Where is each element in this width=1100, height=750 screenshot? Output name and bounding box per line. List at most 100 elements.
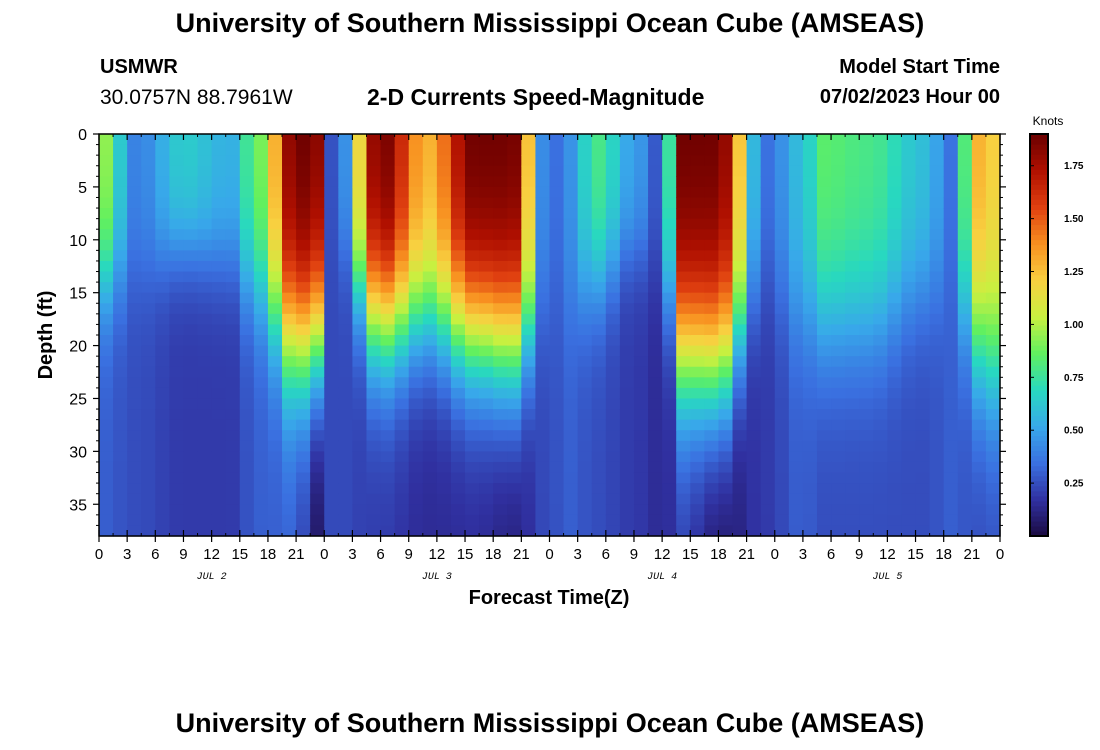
heatmap-cell (239, 387, 255, 400)
heatmap-cell (831, 419, 846, 431)
heatmap-cell (704, 440, 720, 452)
heatmap-cell (465, 493, 480, 505)
heatmap-cell (155, 165, 170, 177)
colorbar-swatch (1030, 455, 1048, 462)
heatmap-cell (493, 419, 508, 431)
heatmap-cell (732, 525, 748, 537)
heatmap-cell (873, 366, 888, 378)
heatmap-cell (155, 282, 170, 294)
heatmap-cell (127, 186, 142, 199)
heatmap-cell (662, 409, 677, 421)
heatmap-cell (971, 186, 987, 199)
heatmap-cell (267, 313, 283, 326)
heatmap-cell (408, 451, 424, 463)
heatmap-cell (760, 430, 776, 442)
heatmap-cell (845, 303, 860, 315)
heatmap-cell (901, 525, 917, 537)
heatmap-cell (887, 419, 903, 431)
heatmap-cell (746, 186, 762, 199)
heatmap-cell (704, 504, 720, 516)
colorbar-swatch (1030, 335, 1048, 341)
heatmap-cell (493, 366, 508, 378)
heatmap-cell (845, 282, 860, 294)
heatmap-cell (479, 398, 494, 410)
heatmap-cell (211, 303, 227, 315)
heatmap-cell (239, 472, 255, 484)
heatmap-cell (465, 271, 480, 283)
heatmap-cell (704, 229, 720, 241)
heatmap-cell (901, 229, 917, 241)
heatmap-cell (788, 398, 804, 410)
heatmap-cell (436, 514, 452, 527)
heatmap-cell (408, 377, 424, 389)
heatmap-cell (648, 229, 663, 241)
heatmap-cell (816, 419, 832, 431)
heatmap-cell (633, 144, 649, 156)
heatmap-cell (704, 483, 720, 495)
heatmap-cell (282, 229, 297, 241)
heatmap-cell (253, 387, 269, 400)
heatmap-cell (633, 472, 649, 484)
heatmap-cell (549, 398, 565, 410)
heatmap-cell (183, 218, 199, 230)
heatmap-cell (985, 218, 1001, 230)
heatmap-cell (535, 387, 551, 400)
heatmap-cell (366, 271, 382, 283)
heatmap-cell (521, 398, 537, 410)
heatmap-cell (380, 430, 396, 442)
heatmap-cell (859, 186, 874, 199)
heatmap-cell (633, 260, 649, 273)
heatmap-cell (845, 313, 860, 326)
heatmap-cell (282, 271, 297, 283)
heatmap-cell (324, 176, 339, 188)
heatmap-cell (929, 229, 945, 241)
heatmap-cell (760, 303, 776, 315)
heatmap-cell (662, 144, 677, 156)
heatmap-cell (141, 208, 156, 220)
heatmap-cell (422, 271, 438, 283)
heatmap-cell (183, 260, 199, 273)
heatmap-cell (605, 176, 621, 188)
heatmap-cell (549, 525, 565, 537)
heatmap-cell (99, 345, 114, 357)
heatmap-cell (985, 525, 1001, 537)
heatmap-cell (253, 144, 269, 156)
heatmap-cell (816, 134, 832, 146)
heatmap-cell (859, 197, 874, 209)
heatmap-cell (788, 313, 804, 326)
heatmap-cell (662, 356, 677, 368)
heatmap-cell (324, 208, 339, 220)
heatmap-cell (802, 239, 818, 251)
heatmap-cell (422, 324, 438, 336)
heatmap-cell (831, 260, 846, 273)
heatmap-cell (169, 313, 185, 326)
heatmap-cell (591, 324, 607, 336)
heatmap-cell (239, 419, 255, 431)
x-tick-label: 18 (710, 546, 727, 563)
heatmap-cell (577, 398, 593, 410)
heatmap-cell (943, 409, 959, 421)
heatmap-cell (296, 229, 311, 241)
heatmap-cell (155, 472, 170, 484)
heatmap-cell (141, 504, 156, 516)
heatmap-cell (436, 377, 452, 389)
heatmap-cell (408, 483, 424, 495)
heatmap-cell (253, 409, 269, 421)
heatmap-cell (296, 419, 311, 431)
heatmap-cell (338, 472, 354, 484)
heatmap-cell (479, 493, 494, 505)
heatmap-cell (605, 165, 621, 177)
heatmap-cell (915, 271, 931, 283)
heatmap-cell (338, 324, 354, 336)
heatmap-cell (324, 419, 339, 431)
heatmap-cell (662, 461, 677, 474)
heatmap-cell (380, 155, 396, 167)
heatmap-cell (493, 430, 508, 442)
heatmap-cell (971, 472, 987, 484)
heatmap-cell (267, 324, 283, 336)
heatmap-cell (873, 483, 888, 495)
heatmap-cell (253, 398, 269, 410)
heatmap-cell (704, 514, 720, 527)
heatmap-cell (549, 144, 565, 156)
heatmap-cell (507, 176, 522, 188)
